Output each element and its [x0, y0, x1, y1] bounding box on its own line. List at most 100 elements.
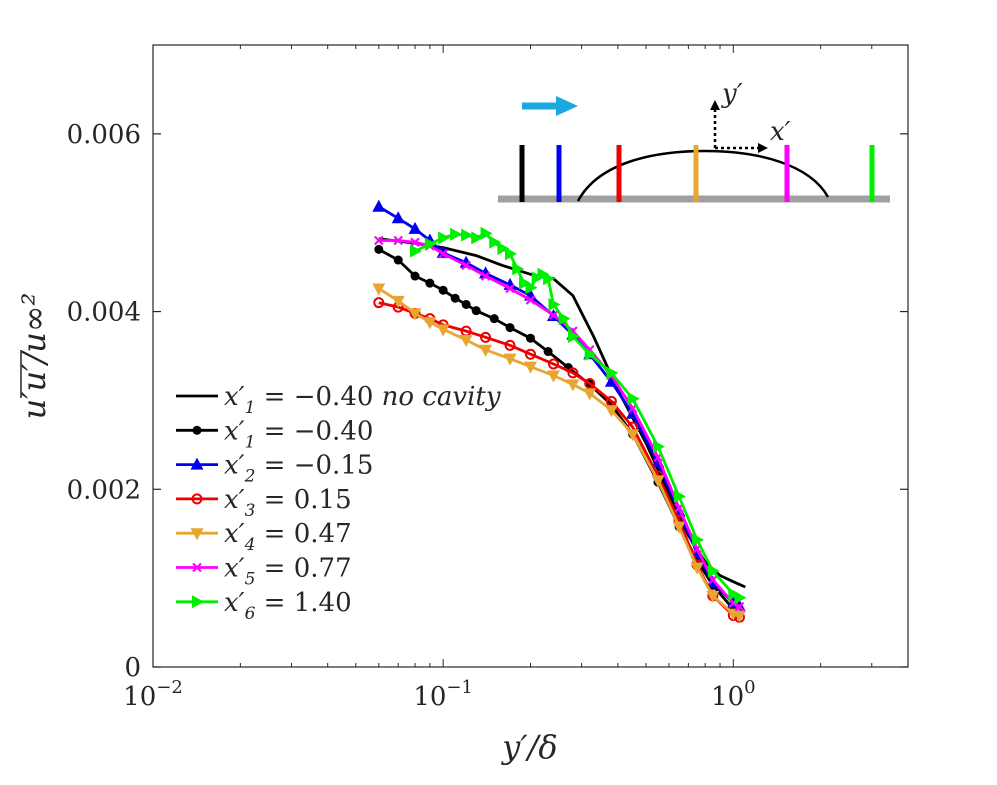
data-point	[450, 293, 460, 303]
data-point	[450, 227, 463, 241]
inset-cavity-outline	[576, 149, 830, 202]
data-point	[584, 347, 597, 361]
legend-item: x′6 = 1.40	[176, 588, 352, 624]
series-7	[410, 226, 747, 605]
data-point	[489, 235, 502, 249]
data-point	[525, 295, 536, 305]
data-point	[480, 226, 493, 240]
data-point	[436, 324, 450, 337]
data-point	[393, 255, 403, 265]
data-point	[505, 283, 515, 294]
data-point	[372, 283, 386, 296]
data-point	[461, 299, 471, 309]
y-tick-label: 0.006	[67, 120, 141, 150]
legend-label: x′4 = 0.47	[224, 519, 352, 555]
x-tick-label: 10−1	[413, 677, 473, 712]
data-point	[408, 308, 422, 321]
data-point	[480, 331, 492, 343]
flow-arrowhead-icon	[556, 96, 578, 116]
y-axis-label-group: u′u′/u∞²	[15, 293, 53, 420]
data-point	[438, 249, 448, 259]
legend-label: x′1 = −0.40	[224, 416, 373, 452]
legend-label: x′3 = 0.15	[224, 485, 352, 521]
data-point	[410, 244, 423, 258]
data-point	[692, 533, 705, 547]
data-point	[410, 237, 420, 248]
data-point	[652, 440, 665, 454]
data-point	[438, 231, 451, 245]
data-point	[566, 379, 580, 392]
data-point	[706, 590, 720, 603]
legend-item: x′1 = −0.40 no cavity	[176, 382, 501, 418]
data-point	[192, 425, 202, 435]
data-point	[734, 601, 745, 612]
data-point	[505, 323, 515, 333]
inset-schematic: y′ x′	[498, 79, 890, 203]
data-point	[391, 211, 405, 224]
data-point	[374, 235, 384, 246]
data-point	[526, 333, 535, 343]
data-point	[471, 231, 484, 245]
data-point	[461, 228, 474, 242]
data-point	[423, 317, 437, 330]
data-point	[734, 591, 747, 605]
data-point	[461, 260, 471, 271]
data-point	[410, 271, 420, 281]
legend-item: x′4 = 0.47	[176, 519, 352, 555]
data-point	[393, 235, 403, 246]
data-point	[651, 475, 665, 488]
data-point	[480, 271, 491, 281]
data-point	[471, 306, 481, 316]
x-axis-label: y′/δ	[500, 728, 557, 766]
axes-frame	[152, 44, 909, 668]
legend-label: x′2 = −0.15	[224, 451, 373, 487]
data-point	[191, 493, 203, 505]
data-point	[558, 312, 571, 326]
data-point	[374, 244, 384, 254]
data-point	[567, 329, 580, 343]
inset-y-axis-label: y′	[721, 79, 743, 109]
data-point	[192, 562, 202, 573]
data-point	[690, 562, 704, 575]
y-tick-label: 0	[124, 653, 141, 683]
data-point	[503, 353, 517, 366]
data-point	[372, 199, 386, 212]
legend-item: x′3 = 0.15	[176, 485, 352, 521]
data-point	[425, 278, 435, 288]
data-point	[424, 237, 437, 251]
data-point	[190, 457, 204, 470]
x-tick-label: 10−2	[123, 677, 183, 712]
legend-item: x′1 = −0.40	[176, 416, 373, 452]
inset-x-axis-label: x′	[770, 117, 791, 147]
inset-y-arrowhead-icon	[710, 100, 720, 110]
data-point	[391, 295, 405, 308]
data-point	[707, 564, 720, 578]
data-point	[479, 344, 493, 357]
axis-ticks: 0 0.002 0.004 0.006 10−2 10−1 100	[67, 45, 909, 712]
data-point	[512, 262, 525, 276]
y-axis-label: u′u′/u∞²	[15, 293, 53, 420]
data-point	[519, 276, 532, 290]
data-point	[192, 595, 204, 609]
data-point	[190, 528, 204, 541]
data-point	[543, 347, 553, 357]
series-5	[372, 283, 746, 623]
legend-label: x′5 = 0.77	[224, 554, 352, 590]
x-tick-label: 100	[711, 677, 756, 712]
data-point	[524, 361, 537, 374]
data-point	[567, 367, 579, 379]
data-point	[489, 314, 499, 324]
data-point	[543, 272, 556, 286]
y-tick-label: 0.002	[67, 475, 141, 505]
data-point	[708, 575, 718, 585]
data-point	[408, 221, 422, 234]
data-point	[504, 339, 516, 351]
plot-area	[372, 199, 747, 623]
data-point	[525, 281, 538, 295]
data-point	[546, 370, 560, 383]
inset-x-arrowhead-icon	[758, 143, 768, 153]
data-point	[505, 247, 518, 261]
legend-item: x′2 = −0.15	[176, 451, 373, 487]
data-point	[604, 405, 618, 418]
